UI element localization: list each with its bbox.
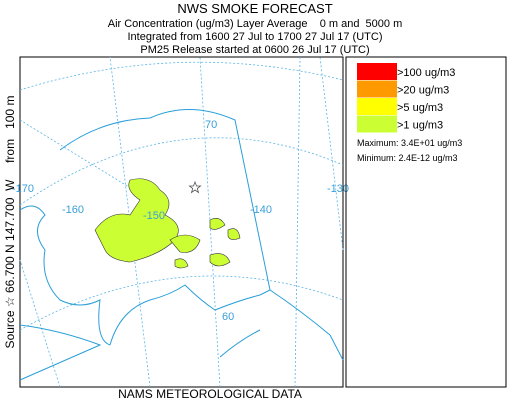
smoke-area (209, 218, 226, 230)
smoke-area (227, 228, 241, 240)
map-label: -160 (62, 204, 84, 216)
graticule (319, 56, 344, 251)
map-label: -150 (143, 210, 165, 222)
legend-swatch (357, 63, 397, 80)
smoke-area (209, 253, 231, 267)
footer: NAMS METEOROLOGICAL DATA (118, 387, 302, 401)
coastline (19, 109, 344, 381)
map-frame (19, 56, 344, 388)
map-label: -170 (12, 183, 34, 195)
legend-label: >5 ug/m3 (397, 102, 443, 114)
map-label: -130 (327, 183, 349, 195)
legend-swatch (357, 98, 397, 115)
graticule (19, 259, 61, 388)
smoke-area (174, 258, 189, 269)
graticule (109, 56, 151, 388)
subtitle: Air Concentration (ug/m3) Layer Average … (108, 18, 403, 30)
smoke-area (94, 178, 179, 263)
graticule (19, 119, 151, 201)
legend-label: >20 ug/m3 (397, 85, 449, 97)
title: NWS SMOKE FORECAST (177, 1, 332, 16)
legend-maximum: Maximum: 3.4E+01 ug/m3 (357, 138, 462, 148)
source-marker (188, 180, 202, 194)
side-label: Source ☆ 66.700 N 147.700 W from 100 m (3, 96, 17, 349)
graticule (294, 56, 301, 388)
smoke-area (169, 234, 201, 253)
graticule (19, 61, 344, 91)
graticule (19, 137, 344, 206)
map-label: 60 (222, 311, 234, 323)
legend: >100 ug/m3 >20 ug/m3 >5 ug/m3 >1 ug/m3 (357, 63, 455, 133)
legend-frame (345, 56, 507, 388)
map: 70 60 -170 -160 -150 -140 -130 (12, 56, 349, 388)
legend-minimum: Minimum: 2.4E-12 ug/m3 (357, 153, 458, 163)
subtitle: PM25 Release started at 0600 26 Jul 17 (… (140, 44, 369, 56)
subtitle: Integrated from 1600 27 Jul to 1700 27 J… (128, 31, 383, 43)
legend-label: >100 ug/m3 (397, 67, 455, 79)
legend-label: >1 ug/m3 (397, 120, 443, 132)
map-label: 70 (205, 119, 217, 131)
legend-swatch (357, 115, 397, 133)
legend-swatch (357, 80, 397, 98)
map-label: -140 (250, 204, 272, 216)
